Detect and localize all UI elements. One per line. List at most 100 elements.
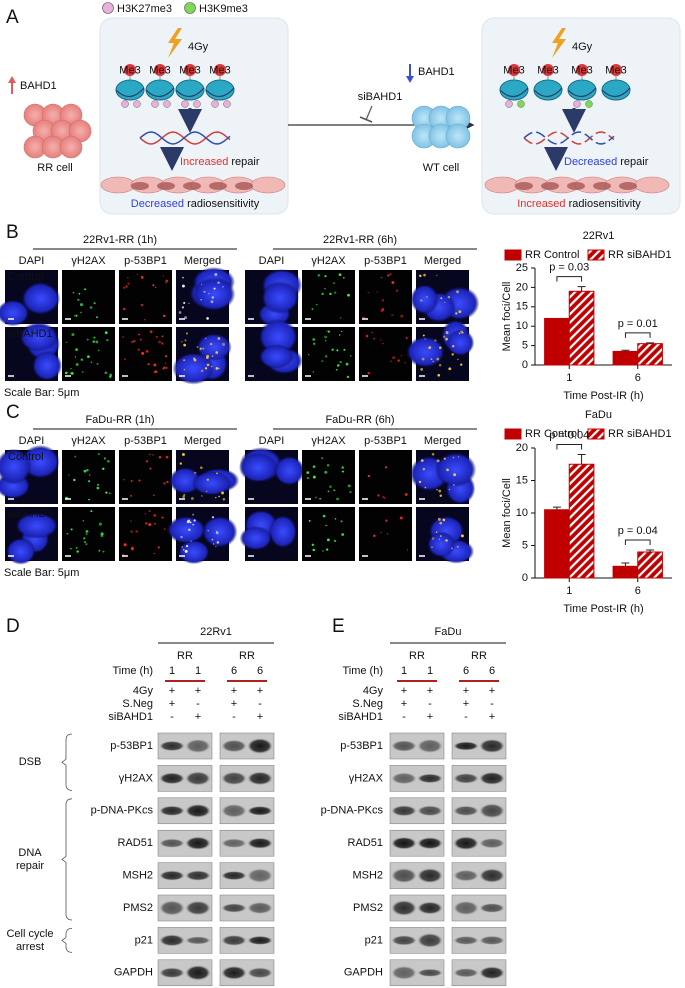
focus (204, 367, 208, 370)
legend-label: RR Control (525, 249, 579, 261)
inhibitor-label: siBAHD1 (358, 91, 403, 103)
focus (432, 360, 434, 363)
blot-band (185, 936, 211, 945)
group-label: RR (239, 650, 255, 662)
micrograph (119, 450, 172, 504)
micrograph (62, 507, 115, 561)
focus (207, 529, 209, 532)
blot-band (453, 805, 479, 816)
group-label: RR (409, 650, 425, 662)
error-bar (621, 562, 630, 567)
damaged-cell (619, 182, 637, 190)
focus (435, 531, 438, 534)
focus (182, 495, 185, 498)
nucleus (15, 512, 59, 539)
treatment-sign: + (195, 711, 201, 723)
focus (390, 360, 392, 362)
focus (422, 334, 425, 337)
focus (217, 281, 220, 284)
focus (204, 337, 207, 340)
focus (206, 478, 209, 481)
y-tick-label: 15 (516, 301, 528, 313)
focus (222, 497, 226, 501)
focus (312, 465, 316, 469)
focus (349, 490, 352, 494)
focus (80, 303, 83, 306)
focus (127, 277, 129, 279)
focus (436, 357, 440, 361)
focus (380, 276, 383, 279)
focus (148, 510, 151, 513)
methyl-label: Me3 (179, 64, 200, 76)
treatment-sign: + (427, 685, 433, 697)
legend-label: H3K9me3 (199, 3, 248, 15)
micrograph (359, 270, 412, 324)
focus (130, 546, 134, 550)
dna-strand (139, 131, 231, 145)
focus (321, 457, 323, 459)
focus (345, 362, 349, 366)
focus (181, 452, 185, 456)
h3k-mark (181, 100, 189, 108)
focus (210, 365, 213, 368)
focus (102, 550, 105, 553)
focus (221, 491, 224, 495)
focus (340, 520, 343, 523)
focus (200, 466, 203, 469)
repair-change: Increased (180, 156, 228, 168)
focus (341, 466, 344, 469)
blot-band (417, 773, 443, 784)
focus (380, 531, 382, 533)
focus (448, 367, 452, 371)
y-tick-label: 0 (522, 572, 528, 584)
tissue-cell (484, 176, 520, 194)
blot-band (159, 967, 185, 979)
significance-bracket (624, 332, 651, 338)
micrograph (302, 270, 355, 324)
nucleus (191, 471, 232, 496)
h3k-mark (517, 100, 525, 108)
focus (145, 460, 149, 463)
blot-band (247, 771, 273, 786)
blot-band (159, 870, 185, 881)
treatment-sign: + (195, 685, 201, 697)
tissue-cell (100, 176, 136, 194)
focus (89, 306, 93, 309)
focus (215, 367, 219, 370)
focus (211, 355, 214, 357)
focus (451, 344, 455, 348)
condition-title: 22Rv1-RR (6h) (323, 234, 397, 246)
focus (189, 521, 192, 524)
legend-swatch (587, 249, 605, 261)
focus (324, 275, 327, 278)
y-tick-label: 15 (516, 474, 528, 486)
focus (183, 301, 186, 304)
treatment-sign: - (490, 698, 494, 710)
blot-band (247, 837, 273, 849)
channel-header: DAPI (259, 435, 285, 447)
blot-band (221, 870, 247, 881)
protein-label: γH2AX (349, 772, 384, 784)
channel-header: p-53BP1 (364, 435, 407, 447)
focus (190, 540, 192, 542)
time-value: 6 (463, 665, 469, 677)
blot-band (247, 967, 273, 979)
legend-swatch (587, 428, 605, 440)
focus (127, 282, 130, 285)
lightning (168, 28, 182, 58)
category-label: DSB (19, 756, 42, 768)
focus (342, 470, 345, 473)
time-value: 6 (489, 665, 495, 677)
focus (77, 298, 80, 301)
blot-band (479, 966, 505, 980)
x-axis-label: Time Post-IR (h) (563, 390, 643, 402)
focus (334, 518, 337, 520)
x-tick-label: 6 (635, 372, 641, 384)
focus (190, 496, 194, 500)
dna-wrap (567, 87, 597, 98)
focus (385, 519, 388, 522)
error-bar (646, 549, 655, 552)
dna-wrap (115, 87, 145, 98)
nucleus (446, 329, 475, 357)
focus (165, 279, 169, 283)
